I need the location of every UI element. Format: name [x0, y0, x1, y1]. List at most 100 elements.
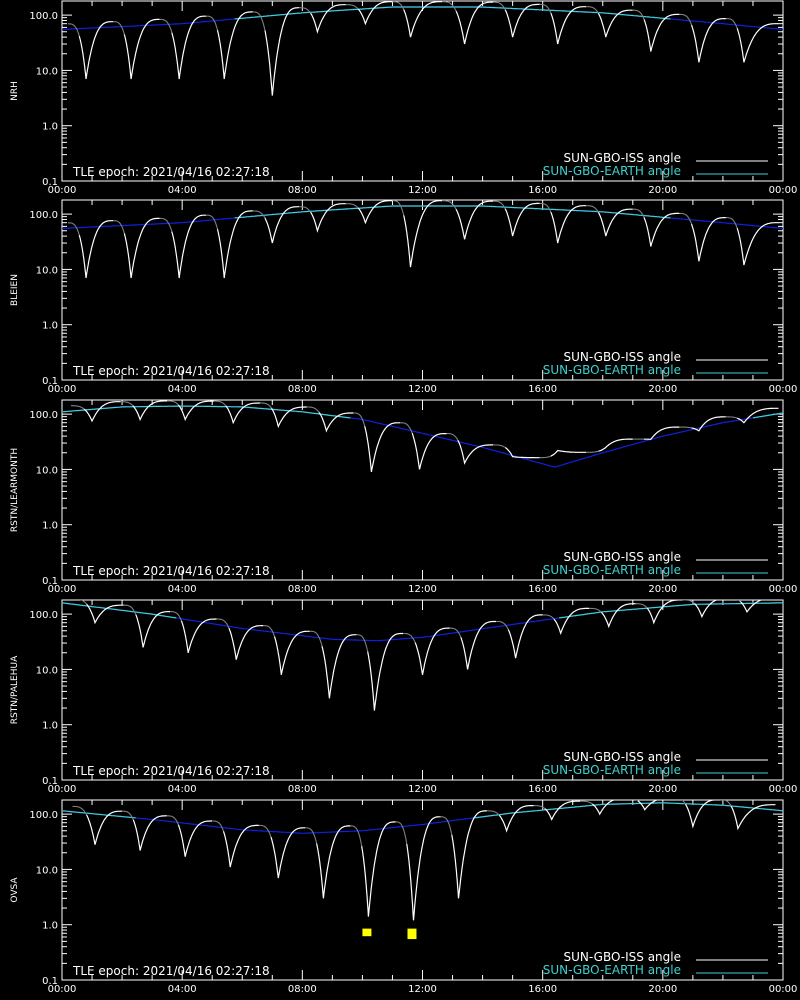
- iss-angle-hidden-segment: [309, 630, 323, 647]
- x-tick-label: 16:00: [528, 784, 557, 795]
- y-tick-label: 0.1: [42, 776, 58, 787]
- iss-angle-dip: [592, 800, 616, 816]
- iss-angle-dip: [216, 210, 253, 279]
- iss-angle-hidden-segment: [306, 406, 320, 413]
- iss-angle-dip: [550, 449, 587, 457]
- iss-angle-hidden-segment: [580, 800, 593, 805]
- y-tick-label: 1.0: [42, 521, 58, 532]
- iss-angle-hidden-segment: [72, 805, 88, 816]
- legend-earth-label: SUN-GBO-EARTH angle: [543, 164, 681, 178]
- x-tick-label: 04:00: [168, 784, 197, 795]
- iss-angle-dip: [222, 824, 259, 868]
- iss-angle-dip: [460, 620, 497, 670]
- y-tick-label: 1.0: [42, 921, 58, 932]
- x-tick-label: 16:00: [528, 584, 557, 595]
- x-tick-label: 04:00: [168, 584, 197, 595]
- iss-angle-hidden-segment: [260, 402, 272, 409]
- iss-angle-dip: [171, 214, 207, 279]
- iss-angle-hidden-segment: [589, 607, 602, 613]
- y-tick-label: 0.1: [42, 576, 58, 587]
- x-tick-label: 16:00: [528, 185, 557, 196]
- iss-angle-hidden-segment: [299, 206, 312, 213]
- iss-angle-dip: [177, 400, 214, 422]
- legend-iss-label: SUN-GBO-ISS angle: [564, 950, 681, 964]
- iss-angle-hidden-segment: [113, 21, 125, 35]
- tle-epoch-label: TLE epoch: 2021/04/16 02:27:18: [72, 964, 270, 978]
- x-tick-label: 12:00: [408, 384, 437, 395]
- x-tick-label: 00:00: [48, 784, 77, 795]
- x-tick-label: 08:00: [288, 185, 317, 196]
- y-tick-label: 100.0: [29, 210, 58, 221]
- iss-angle-hidden-segment: [403, 632, 416, 643]
- legend-iss-label: SUN-GBO-ISS angle: [564, 750, 681, 764]
- iss-angle-dip: [504, 202, 540, 237]
- iss-angle-dip: [225, 402, 261, 425]
- legend-earth-label: SUN-GBO-EARTH angle: [543, 563, 681, 577]
- iss-angle-dip: [403, 200, 442, 268]
- legend-earth-label: SUN-GBO-EARTH angle: [543, 963, 681, 977]
- iss-angle-dip: [132, 400, 168, 422]
- iss-angle-hidden-segment: [442, 200, 457, 210]
- x-tick-label: 12:00: [408, 984, 437, 995]
- iss-angle-dip: [78, 220, 114, 279]
- y-tick-label: 1.0: [42, 321, 58, 332]
- iss-angle-dip: [644, 426, 680, 440]
- x-tick-label: 20:00: [648, 185, 677, 196]
- iss-angle-hidden-segment: [400, 422, 413, 434]
- iss-angle-hidden-segment: [213, 400, 227, 407]
- iss-angle-hidden-segment: [216, 618, 230, 629]
- x-tick-label: 04:00: [168, 384, 197, 395]
- iss-angle-hidden-segment: [79, 600, 88, 605]
- iss-angle-hidden-segment: [252, 11, 266, 31]
- iss-angle-dip: [691, 217, 726, 262]
- transit-marker: [362, 928, 372, 937]
- iss-angle-dip: [643, 13, 680, 52]
- iss-angle-hidden-segment: [206, 214, 219, 230]
- tle-epoch-label: TLE epoch: 2021/04/16 02:27:18: [72, 564, 270, 578]
- iss-angle-dip: [597, 208, 633, 237]
- iss-angle-dip: [318, 411, 354, 433]
- iss-angle-hidden-segment: [263, 625, 276, 637]
- iss-angle-dip: [685, 800, 720, 829]
- iss-angle-hidden-segment: [167, 815, 179, 826]
- x-tick-label: 00:00: [48, 984, 77, 995]
- iss-angle-dip: [457, 439, 494, 465]
- iss-angle-hidden-segment: [392, 1, 405, 10]
- y-tick-label: 100.0: [29, 410, 58, 421]
- iss-angle-dip: [86, 603, 124, 625]
- iss-angle-hidden-segment: [539, 455, 552, 459]
- x-tick-label: 20:00: [648, 384, 677, 395]
- iss-angle-dip: [270, 827, 306, 879]
- iss-angle-hidden-segment: [120, 401, 134, 406]
- earth-angle-day-segment: [559, 602, 783, 619]
- iss-angle-dip: [264, 7, 300, 96]
- iss-angle-dip: [736, 407, 779, 424]
- iss-angle-hidden-segment: [682, 600, 695, 605]
- iss-angle-dip: [504, 3, 540, 38]
- iss-angle-dip: [216, 11, 253, 80]
- x-tick-label: 00:00: [48, 185, 77, 196]
- x-tick-label: 20:00: [648, 984, 677, 995]
- iss-angle-hidden-segment: [68, 23, 80, 37]
- iss-angle-hidden-segment: [542, 614, 555, 620]
- transit-marker: [407, 928, 417, 940]
- x-tick-label: 12:00: [408, 784, 437, 795]
- earth-angle-day-segment: [473, 802, 783, 819]
- iss-angle-dip: [171, 15, 207, 80]
- iss-angle-hidden-segment: [632, 208, 645, 218]
- iss-angle-dip: [691, 18, 726, 63]
- iss-angle-hidden-segment: [159, 18, 173, 33]
- iss-angle-dip: [321, 634, 357, 699]
- iss-angle-hidden-segment: [725, 217, 738, 229]
- chart-panel-3: 0.1 1.0 10.0 100.0 00:00 04:00 08:00 12:00 16:00…: [10, 399, 797, 595]
- legend-earth-label: SUN-GBO-EARTH angle: [543, 363, 681, 377]
- iss-angle-hidden-segment: [392, 200, 405, 216]
- iss-angle-dip: [264, 206, 300, 244]
- x-tick-label: 12:00: [408, 584, 437, 595]
- earth-angle-day-segment: [62, 810, 136, 819]
- earth-angle-day-segment: [234, 6, 671, 20]
- iss-angle-hidden-segment: [586, 450, 599, 453]
- iss-angle-hidden-segment: [258, 824, 272, 838]
- iss-angle-dip: [86, 810, 123, 845]
- chart-panel-5: 0.1 1.0 10.0 100.0 00:00 04:00 08:00 12:00 16:00…: [10, 799, 797, 995]
